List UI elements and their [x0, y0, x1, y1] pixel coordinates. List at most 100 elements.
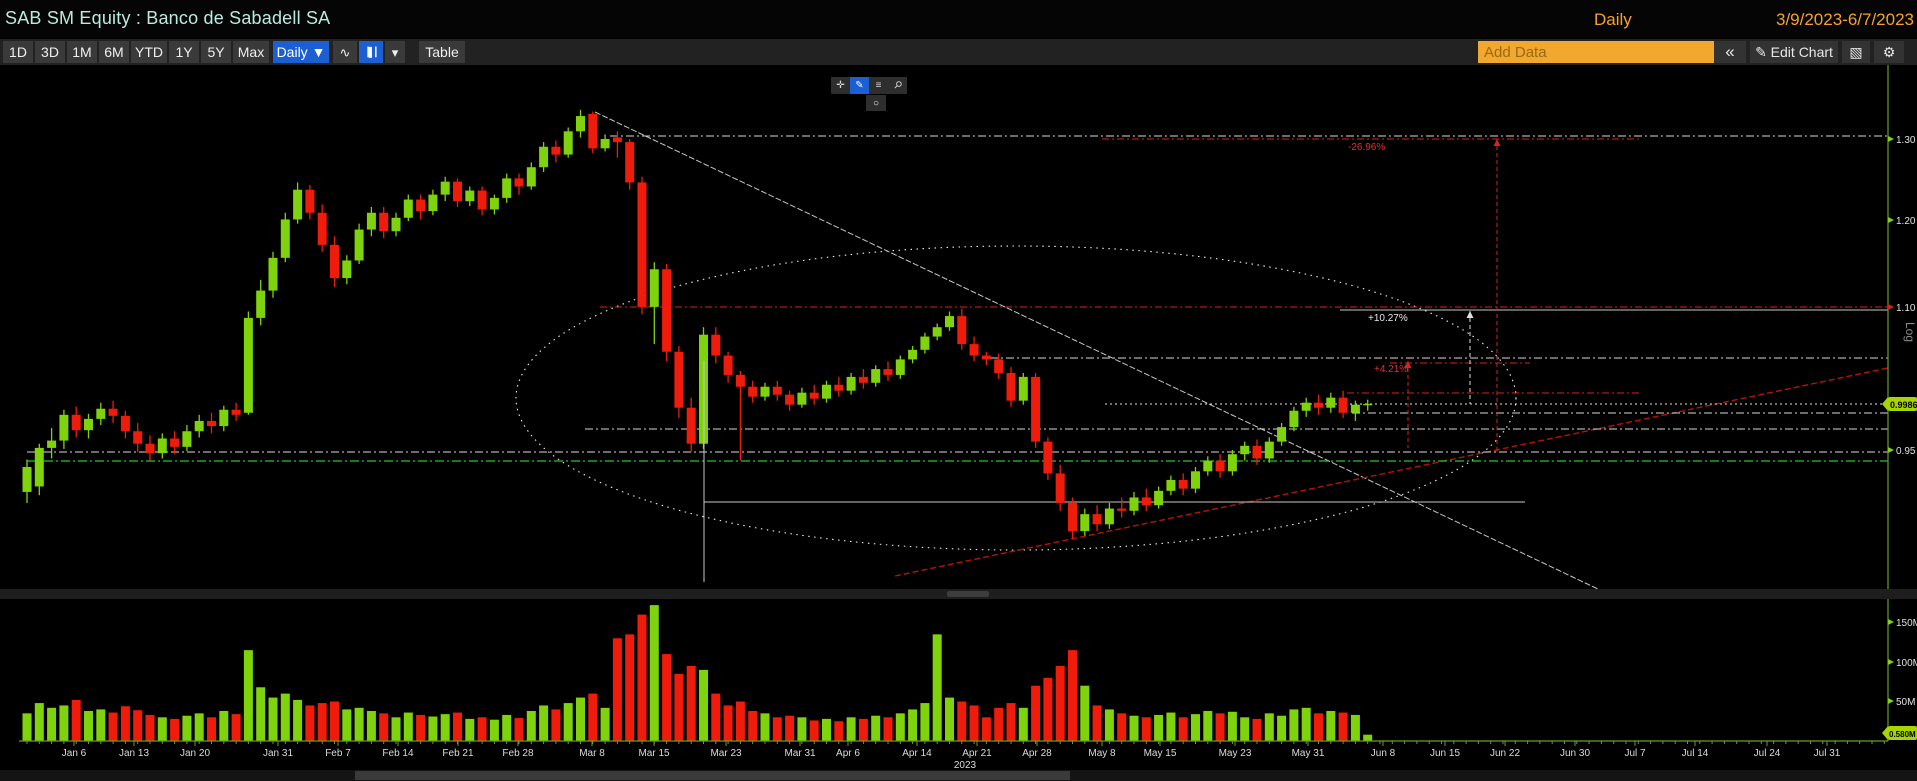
volume-bar	[170, 718, 180, 741]
volume-tick-label: 150M	[1896, 618, 1917, 629]
volume-bar	[1154, 714, 1164, 741]
range-button-1m[interactable]: 1M	[67, 41, 97, 63]
date-label: Jan 13	[119, 748, 149, 759]
volume-bar	[1141, 717, 1151, 741]
volume-bar	[379, 713, 389, 741]
candle-body	[969, 344, 979, 356]
volume-bar	[1314, 713, 1323, 741]
last-volume-notch	[1882, 726, 1888, 740]
candle-body	[157, 438, 167, 454]
volume-bar	[957, 701, 967, 741]
volume-bar	[477, 717, 487, 741]
volume-bar	[207, 717, 216, 741]
volume-bar	[686, 665, 696, 741]
candle-body	[170, 438, 180, 447]
candlestick-button[interactable]: ┃▌┃	[359, 41, 383, 63]
range-button-table[interactable]: Table	[419, 41, 465, 63]
candle-body	[539, 146, 549, 168]
gear-icon[interactable]: ⚙	[1874, 41, 1904, 63]
list-icon[interactable]: ≡	[875, 80, 882, 91]
volume-bar	[1117, 713, 1127, 741]
date-label: Jun 30	[1560, 748, 1590, 759]
range-button-6m[interactable]: 6M	[99, 41, 129, 63]
date-label: Jul 7	[1624, 748, 1646, 759]
volume-bar	[772, 717, 782, 741]
price-tick-label: 1.30	[1896, 135, 1916, 146]
candle-body	[502, 178, 512, 198]
candle-body	[735, 374, 745, 387]
date-label: Feb 14	[382, 748, 414, 759]
floating-ellipse-button[interactable]: ○	[866, 95, 886, 111]
candle-body	[871, 369, 881, 383]
candle-body	[1055, 473, 1065, 503]
date-label: Feb 7	[325, 748, 351, 759]
range-button-1d[interactable]: 1D	[3, 41, 33, 63]
volume-bar	[453, 712, 462, 741]
volume-bar	[1215, 713, 1225, 741]
volume-bar	[1006, 703, 1016, 741]
line-chart-icon: ∿	[339, 44, 351, 60]
volume-bar	[133, 710, 143, 741]
date-label: Apr 21	[962, 748, 992, 759]
date-label: Feb 21	[442, 748, 474, 759]
date-label: Jun 22	[1490, 748, 1520, 759]
volume-bar	[1301, 707, 1311, 741]
divider-handle[interactable]	[947, 591, 989, 597]
candle-body	[403, 199, 413, 218]
collapse-panel-button[interactable]: «	[1714, 41, 1746, 63]
candle-body	[662, 269, 672, 352]
horizontal-scrollbar[interactable]	[0, 770, 1917, 781]
title-bar: SAB SM Equity : Banco de Sabadell SA Dai…	[0, 0, 1917, 38]
draw-icon[interactable]: ✎	[850, 77, 869, 94]
candle-body	[711, 334, 721, 356]
range-button-3d[interactable]: 3D	[35, 41, 65, 63]
volume-bar	[22, 713, 32, 741]
volume-bar	[440, 714, 450, 741]
candle-body	[1154, 490, 1164, 506]
candle-body	[1141, 497, 1151, 506]
date-label: Feb 28	[502, 748, 534, 759]
trendline-2[interactable]	[894, 367, 1889, 577]
candle-body	[748, 386, 758, 397]
volume-bar	[1055, 665, 1065, 741]
price-tick-label: 0.95	[1896, 446, 1916, 457]
volume-bar	[576, 697, 585, 741]
volume-bar	[391, 717, 401, 741]
line-chart-button[interactable]: ∿	[333, 41, 357, 63]
period-dropdown[interactable]: Daily ▼	[273, 41, 329, 63]
candle-body	[453, 181, 462, 202]
trendline-1[interactable]	[594, 111, 1601, 591]
range-button-5y[interactable]: 5Y	[201, 41, 231, 63]
volume-bar	[1227, 711, 1237, 741]
chart-type-dropdown[interactable]: ▾	[385, 41, 405, 63]
volume-bar	[834, 721, 844, 741]
chart-settings-icon[interactable]: ▧	[1842, 41, 1870, 63]
candle-body	[305, 189, 315, 213]
volume-bar	[1350, 714, 1360, 741]
volume-bar	[1031, 685, 1041, 741]
tick-marker	[1888, 136, 1894, 142]
candle-body	[354, 229, 364, 261]
last-volume-badge	[1888, 726, 1917, 740]
add-data-input[interactable]	[1478, 41, 1720, 63]
candle-body	[834, 384, 844, 391]
volume-bar	[674, 673, 684, 741]
volume-bar	[157, 717, 167, 741]
volume-bar	[1264, 713, 1274, 741]
candle-body	[994, 359, 1004, 373]
scrollbar-thumb[interactable]	[355, 771, 1070, 780]
log-scale-label[interactable]: Log	[1903, 322, 1917, 342]
ellipse-annotation[interactable]	[515, 245, 1517, 551]
dropdown-arrow-icon: ▾	[391, 44, 399, 60]
volume-bar	[1338, 712, 1348, 741]
volume-bar	[1240, 717, 1250, 741]
volume-bar	[711, 693, 721, 741]
move-icon[interactable]: ✛	[836, 80, 845, 91]
measure-label-1: -26.96%	[1348, 142, 1385, 153]
range-button-max[interactable]: Max	[233, 41, 269, 63]
volume-bar	[994, 707, 1004, 741]
range-button-ytd[interactable]: YTD	[131, 41, 167, 63]
edit-chart-button[interactable]: ✎ Edit Chart	[1750, 41, 1838, 63]
range-button-1y[interactable]: 1Y	[169, 41, 199, 63]
